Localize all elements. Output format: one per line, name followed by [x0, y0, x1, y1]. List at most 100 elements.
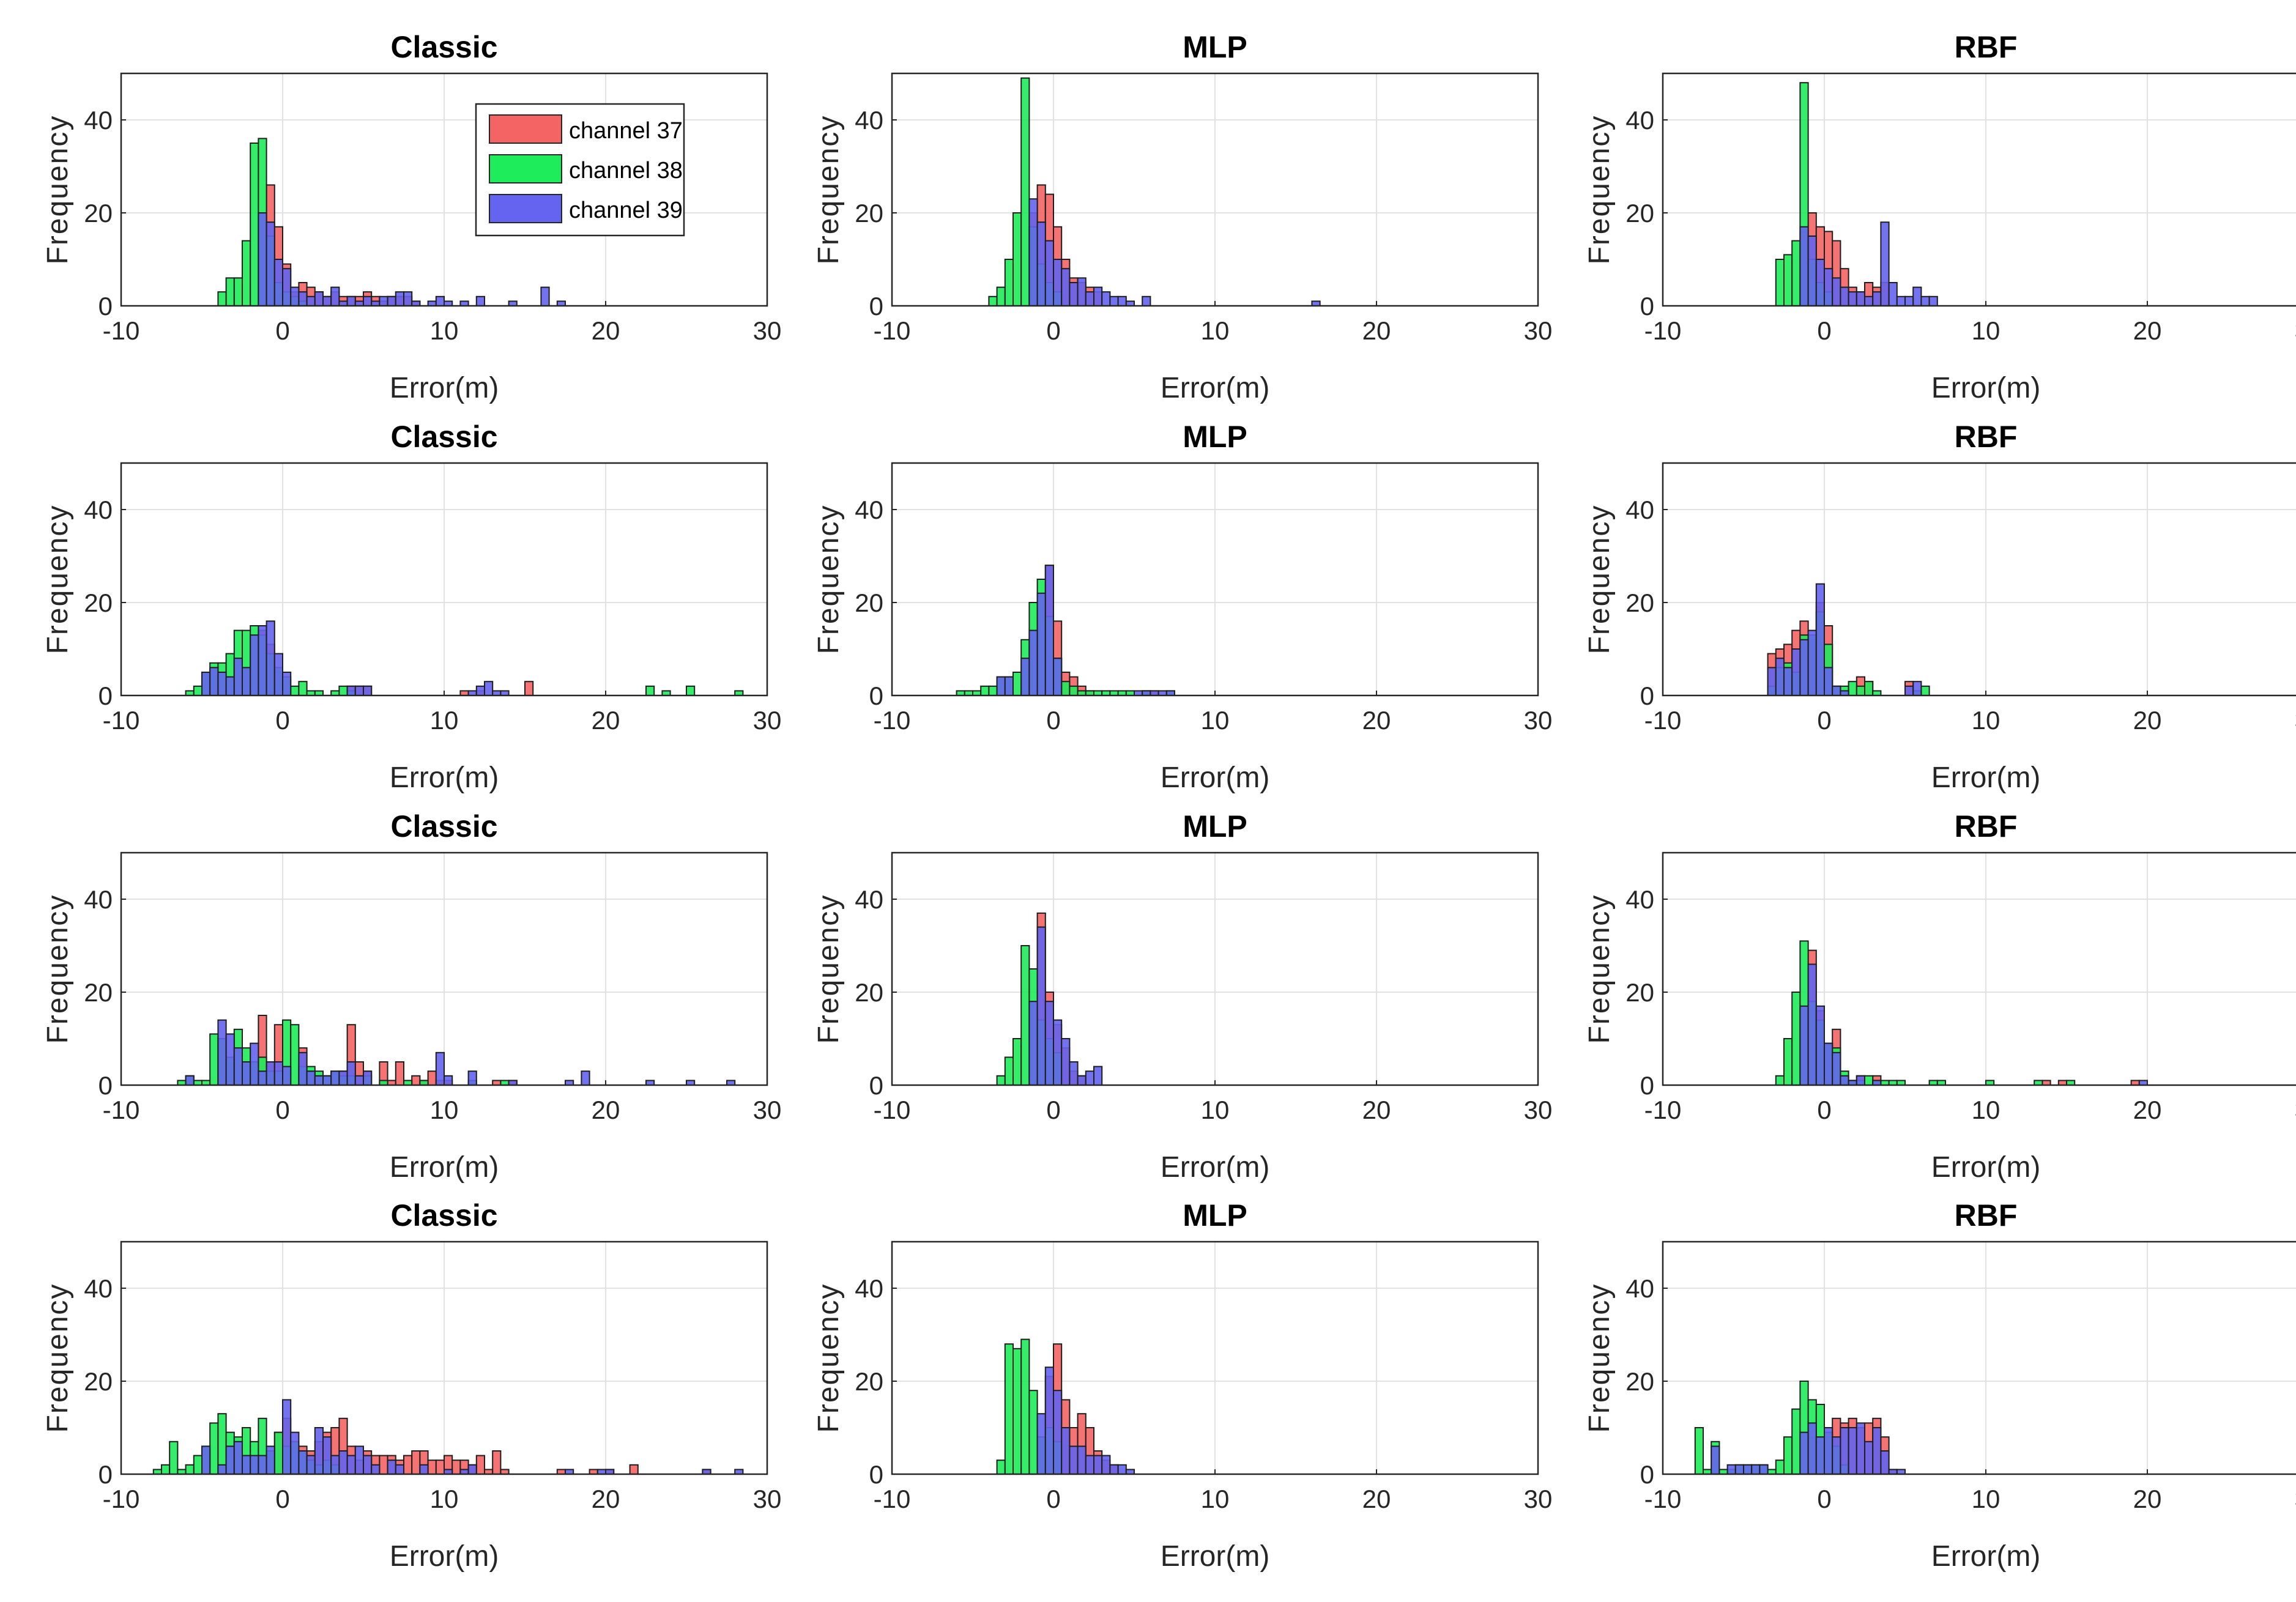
histogram-bar: [354, 1075, 364, 1086]
x-tick-label: -10: [874, 706, 911, 735]
histogram-bar: [435, 1051, 445, 1086]
plot-area: [1663, 1242, 2296, 1474]
histogram-bar: [419, 1464, 429, 1475]
x-tick-label: 10: [1972, 1096, 2001, 1124]
histogram-bar: [581, 1070, 590, 1086]
histogram-bar: [1012, 212, 1022, 306]
histogram-bar: [988, 685, 998, 697]
histogram-bar: [1069, 282, 1079, 306]
histogram-bar: [1848, 291, 1857, 307]
histogram-bar: [250, 634, 259, 696]
histogram-bar: [1069, 1445, 1079, 1475]
x-axis-label: Error(m): [1161, 372, 1270, 404]
x-tick-label: 30: [753, 706, 782, 735]
histogram-bar: [1815, 1436, 1826, 1475]
histogram-bar: [1751, 1464, 1761, 1475]
histogram-bar: [1085, 1455, 1095, 1475]
histogram-bar: [273, 1431, 283, 1475]
histogram-bar: [363, 1070, 373, 1086]
histogram-bar: [996, 1075, 1006, 1086]
y-tick-label: 20: [855, 1367, 883, 1396]
histogram-bar: [1799, 639, 1809, 697]
histogram-bar: [1791, 1408, 1801, 1475]
histogram-bar: [1077, 1445, 1087, 1475]
histogram-bar: [395, 291, 404, 307]
y-tick-label: 40: [84, 885, 113, 914]
x-axis-label: Error(m): [1931, 762, 2041, 794]
histogram-bar: [411, 1075, 421, 1086]
histogram-bar: [451, 1459, 461, 1475]
histogram-bar: [1912, 681, 1922, 696]
histogram-bar: [1117, 295, 1127, 306]
histogram-bar: [330, 286, 340, 307]
x-tick-label: 0: [1046, 706, 1060, 735]
x-tick-label: 20: [1362, 316, 1391, 345]
histogram-bar: [1807, 235, 1817, 306]
histogram-bar: [1807, 963, 1817, 1086]
x-tick-label: 10: [430, 706, 459, 735]
histogram-bar: [273, 653, 283, 696]
histogram-bar: [1848, 681, 1857, 696]
y-axis-label: Frequency: [42, 115, 74, 265]
y-tick-label: 40: [855, 106, 883, 135]
subplot-title: MLP: [1183, 30, 1247, 64]
subplot-title: MLP: [1183, 809, 1247, 844]
histogram-bar: [1036, 926, 1046, 1086]
y-axis-label: Frequency: [42, 894, 74, 1044]
histogram-bar: [1093, 286, 1103, 307]
y-axis-label: Frequency: [1583, 505, 1616, 655]
x-axis-label: Error(m): [390, 1151, 499, 1184]
series-channel-39: [201, 620, 510, 697]
histogram-bar: [242, 240, 251, 307]
x-tick-label: 10: [1201, 706, 1230, 735]
histogram-bar: [1807, 1422, 1817, 1475]
series-channel-39: [996, 565, 1176, 697]
histogram-bar: [282, 1066, 292, 1086]
legend-label: channel 38: [569, 158, 683, 184]
histogram-bar: [1734, 1464, 1745, 1475]
histogram-bar: [322, 1436, 332, 1475]
y-tick-label: 20: [1625, 978, 1654, 1007]
histogram-bar: [233, 1441, 243, 1475]
x-tick-label: 30: [2295, 1485, 2296, 1513]
histogram-bar: [492, 1450, 502, 1475]
histogram-bar: [266, 1061, 275, 1086]
histogram-bar: [1864, 1441, 1874, 1475]
histogram-bar: [233, 1047, 243, 1086]
histogram-bar: [1012, 1348, 1022, 1475]
x-tick-label: 30: [753, 316, 782, 345]
histogram-bar: [435, 295, 445, 306]
histogram-bar: [346, 1455, 356, 1475]
histogram-bar: [1004, 1343, 1014, 1475]
x-tick-label: 0: [1046, 316, 1060, 345]
histogram-bar: [1791, 992, 1801, 1086]
x-tick-label: -10: [1644, 1485, 1682, 1513]
y-tick-label: 20: [855, 978, 883, 1007]
histogram-bar: [1759, 1464, 1769, 1475]
x-tick-label: 30: [1524, 316, 1553, 345]
y-tick-label: 20: [855, 588, 883, 617]
histogram-bar: [1012, 1038, 1022, 1086]
y-tick-label: 20: [84, 199, 113, 228]
histogram-bar: [1856, 685, 1866, 697]
histogram-bar: [395, 1464, 404, 1475]
y-tick-label: 20: [1625, 588, 1654, 617]
histogram-bar: [225, 1445, 235, 1475]
histogram-bar: [427, 1070, 437, 1086]
histogram-bar: [1061, 681, 1071, 696]
series-channel-39: [201, 1399, 744, 1475]
histogram-bar: [258, 212, 267, 306]
y-tick-label: 40: [855, 495, 883, 524]
subplot-title: MLP: [1183, 420, 1247, 454]
histogram-bar: [298, 1051, 308, 1086]
x-axis-label: Error(m): [1931, 372, 2041, 404]
histogram-bar: [387, 1459, 396, 1475]
histogram-bar: [217, 1019, 227, 1086]
x-tick-label: -10: [874, 1096, 911, 1124]
histogram-bar: [1044, 240, 1055, 307]
y-axis-label: Frequency: [42, 1283, 74, 1433]
x-tick-label: 10: [1972, 316, 2001, 345]
histogram-bar: [435, 1459, 445, 1475]
histogram-bar: [1726, 1464, 1736, 1475]
